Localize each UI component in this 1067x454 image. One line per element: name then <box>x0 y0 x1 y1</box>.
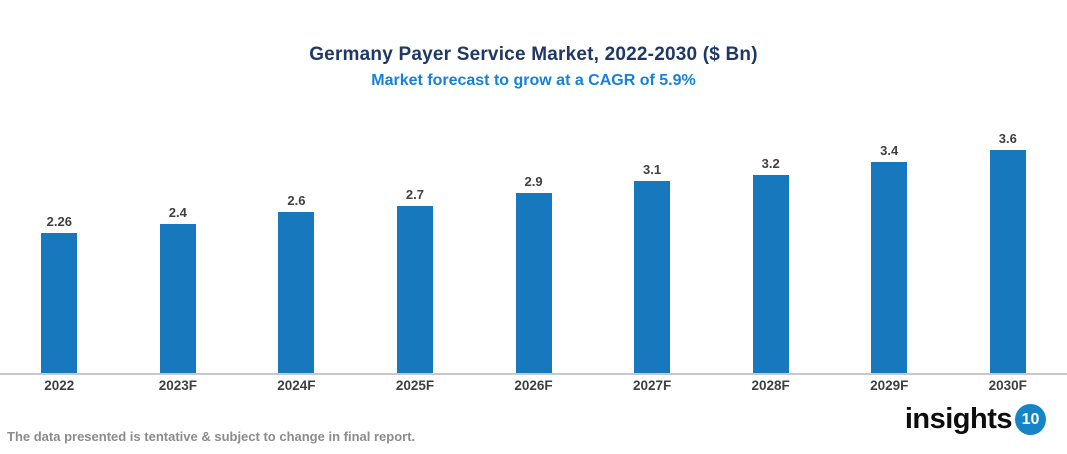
bar <box>41 233 78 373</box>
x-axis-label: 2026F <box>514 378 553 393</box>
bar-column: 3.1 <box>593 108 712 373</box>
x-axis-label: 2025F <box>395 378 435 393</box>
bar-value-label: 2.26 <box>46 214 72 229</box>
x-axis-label: 2022 <box>44 378 75 393</box>
bar-value-label: 2.6 <box>287 193 306 208</box>
bar <box>396 206 433 373</box>
disclaimer-text: The data presented is tentative & subjec… <box>7 429 416 444</box>
bar <box>159 224 196 373</box>
bar-column: 3.2 <box>711 108 830 373</box>
bar <box>634 181 671 373</box>
x-axis-label: 2027F <box>632 378 672 393</box>
bar <box>871 162 908 373</box>
x-axis-label: 2029F <box>870 378 909 393</box>
plot-area: 2.26 2.4 2.6 2.7 2.9 3.1 3.2 3.4 3.6 <box>0 108 1067 373</box>
insights10-logo: insights 10 <box>905 403 1046 436</box>
bar-value-label: 2.7 <box>405 187 424 202</box>
bar-column: 2.4 <box>119 108 238 373</box>
bar <box>278 212 315 373</box>
x-axis-label: 2028F <box>751 378 790 393</box>
bar-column: 2.7 <box>356 108 475 373</box>
bar-value-label: 2.4 <box>168 205 187 220</box>
bar-column: 3.4 <box>830 108 949 373</box>
bar-value-label: 2.9 <box>524 174 543 189</box>
x-axis-labels: 2022 2023F 2024F 2025F 2026F 2027F 2028F 2029F 2… <box>0 378 1067 393</box>
bar-column: 2.9 <box>474 108 593 373</box>
chart-subtitle: Market forecast to grow at a CAGR of 5.9… <box>371 72 696 89</box>
x-axis-line <box>0 373 1067 375</box>
bar-column: 2.6 <box>237 108 356 373</box>
bar <box>989 150 1026 373</box>
x-axis-label: 2030F <box>988 378 1027 393</box>
x-axis-label: 2023F <box>158 378 197 393</box>
bar-value-label: 3.2 <box>761 156 780 171</box>
bar <box>515 193 552 373</box>
bar-value-label: 3.6 <box>998 131 1017 146</box>
logo-wordmark: insights <box>904 403 1013 435</box>
bar <box>752 175 789 373</box>
x-axis-label: 2024F <box>277 378 316 393</box>
bar-value-label: 3.1 <box>643 162 662 177</box>
bar-column: 3.6 <box>949 108 1067 373</box>
bar-value-label: 3.4 <box>880 143 899 158</box>
logo-circle-badge: 10 <box>1015 404 1046 435</box>
chart-title: Germany Payer Service Market, 2022-2030 … <box>309 44 758 65</box>
bar-column: 2.26 <box>0 108 119 373</box>
